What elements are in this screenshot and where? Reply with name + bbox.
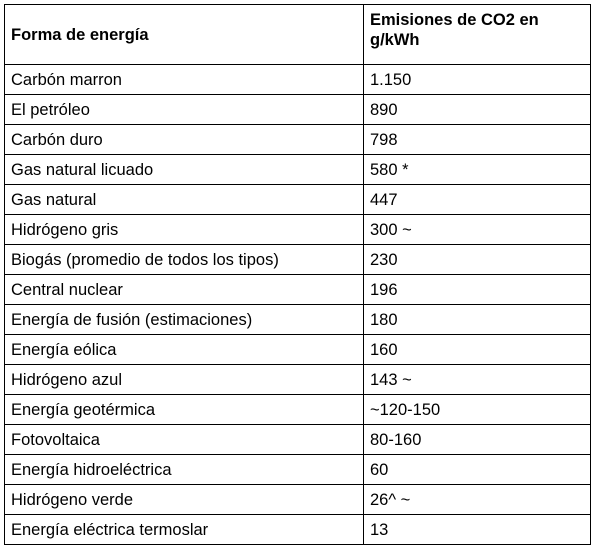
- cell-co2-emissions: 230: [363, 244, 591, 275]
- cell-co2-emissions: 60: [363, 454, 591, 485]
- cell-energy-source: El petróleo: [4, 94, 364, 125]
- header-co2-emissions: Emisiones de CO2 en g/kWh: [363, 4, 591, 65]
- table-row: Energía hidroeléctrica 60: [4, 454, 591, 485]
- table-row: Central nuclear 196: [4, 274, 591, 305]
- cell-energy-source: Energía hidroeléctrica: [4, 454, 364, 485]
- table-body: Carbón marron 1.150 El petróleo 890 Carbón d…: [4, 64, 591, 545]
- cell-co2-emissions: 300 ~: [363, 214, 591, 245]
- table-row: Carbón duro 798: [4, 124, 591, 155]
- cell-co2-emissions: ~120-150: [363, 394, 591, 425]
- cell-energy-source: Fotovoltaica: [4, 424, 364, 455]
- cell-co2-emissions: 143 ~: [363, 364, 591, 395]
- cell-co2-emissions: 26^ ~: [363, 484, 591, 515]
- table-row: Biogás (promedio de todos los tipos) 230: [4, 244, 591, 275]
- cell-co2-emissions: 447: [363, 184, 591, 215]
- co2-emissions-table: Forma de energía Emisiones de CO2 en g/k…: [4, 4, 591, 545]
- table-row: Fotovoltaica 80-160: [4, 424, 591, 455]
- cell-energy-source: Hidrógeno azul: [4, 364, 364, 395]
- cell-energy-source: Central nuclear: [4, 274, 364, 305]
- cell-co2-emissions: 80-160: [363, 424, 591, 455]
- cell-co2-emissions: 580 *: [363, 154, 591, 185]
- table-row: Hidrógeno azul 143 ~: [4, 364, 591, 395]
- cell-energy-source: Carbón duro: [4, 124, 364, 155]
- cell-energy-source: Hidrógeno verde: [4, 484, 364, 515]
- table-row: El petróleo 890: [4, 94, 591, 125]
- table-row: Energía eólica 160: [4, 334, 591, 365]
- header-energy-source: Forma de energía: [4, 4, 364, 65]
- cell-energy-source: Gas natural: [4, 184, 364, 215]
- cell-co2-emissions: 1.150: [363, 64, 591, 95]
- cell-energy-source: Biogás (promedio de todos los tipos): [4, 244, 364, 275]
- table-row: Energía de fusión (estimaciones) 180: [4, 304, 591, 335]
- table-row: Gas natural 447: [4, 184, 591, 215]
- table-row: Energía geotérmica ~120-150: [4, 394, 591, 425]
- header-row: Forma de energía Emisiones de CO2 en g/k…: [4, 4, 591, 65]
- cell-co2-emissions: 196: [363, 274, 591, 305]
- table-row: Gas natural licuado 580 *: [4, 154, 591, 185]
- cell-energy-source: Energía geotérmica: [4, 394, 364, 425]
- table-row: Energía eléctrica termoslar 13: [4, 514, 591, 545]
- cell-co2-emissions: 160: [363, 334, 591, 365]
- table-row: Hidrógeno verde 26^ ~: [4, 484, 591, 515]
- table-row: Carbón marron 1.150: [4, 64, 591, 95]
- cell-co2-emissions: 890: [363, 94, 591, 125]
- cell-energy-source: Hidrógeno gris: [4, 214, 364, 245]
- cell-co2-emissions: 13: [363, 514, 591, 545]
- table-row: Hidrógeno gris 300 ~: [4, 214, 591, 245]
- cell-energy-source: Energía de fusión (estimaciones): [4, 304, 364, 335]
- cell-energy-source: Carbón marron: [4, 64, 364, 95]
- cell-co2-emissions: 180: [363, 304, 591, 335]
- cell-energy-source: Energía eléctrica termoslar: [4, 514, 364, 545]
- cell-co2-emissions: 798: [363, 124, 591, 155]
- table-header: Forma de energía Emisiones de CO2 en g/k…: [4, 4, 591, 65]
- cell-energy-source: Energía eólica: [4, 334, 364, 365]
- cell-energy-source: Gas natural licuado: [4, 154, 364, 185]
